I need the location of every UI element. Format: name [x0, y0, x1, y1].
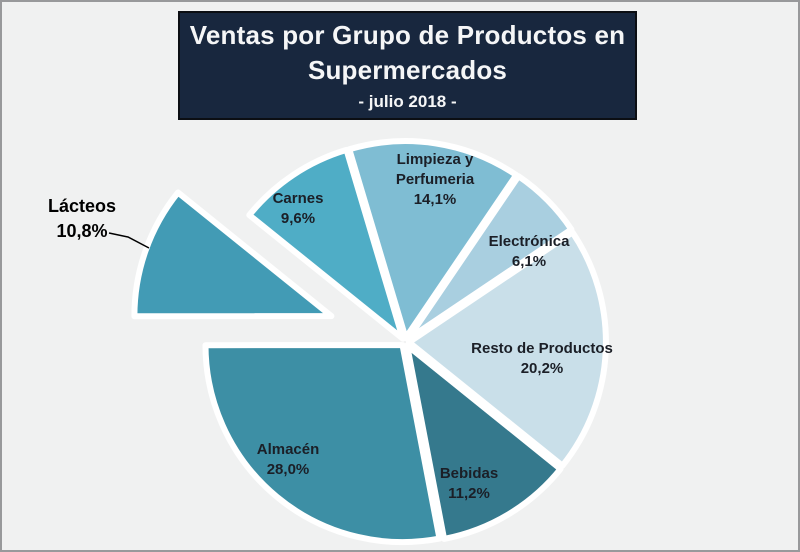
pie-slice-4	[202, 342, 443, 546]
chart-title-box: Ventas por Grupo de Productos en Superme…	[178, 11, 637, 120]
chart-title-line2: Supermercados	[307, 55, 508, 85]
pie-slice-6	[246, 146, 406, 342]
pie-slice-1	[404, 173, 575, 343]
chart-subtitle: - julio 2018 -	[358, 92, 457, 111]
leader-line	[108, 232, 150, 249]
pie-slice-5	[131, 189, 335, 320]
chart-title-line1: Ventas por Grupo de Productos en	[189, 20, 626, 50]
pie-slice-3	[404, 342, 564, 542]
pie-slice-2	[406, 229, 609, 469]
